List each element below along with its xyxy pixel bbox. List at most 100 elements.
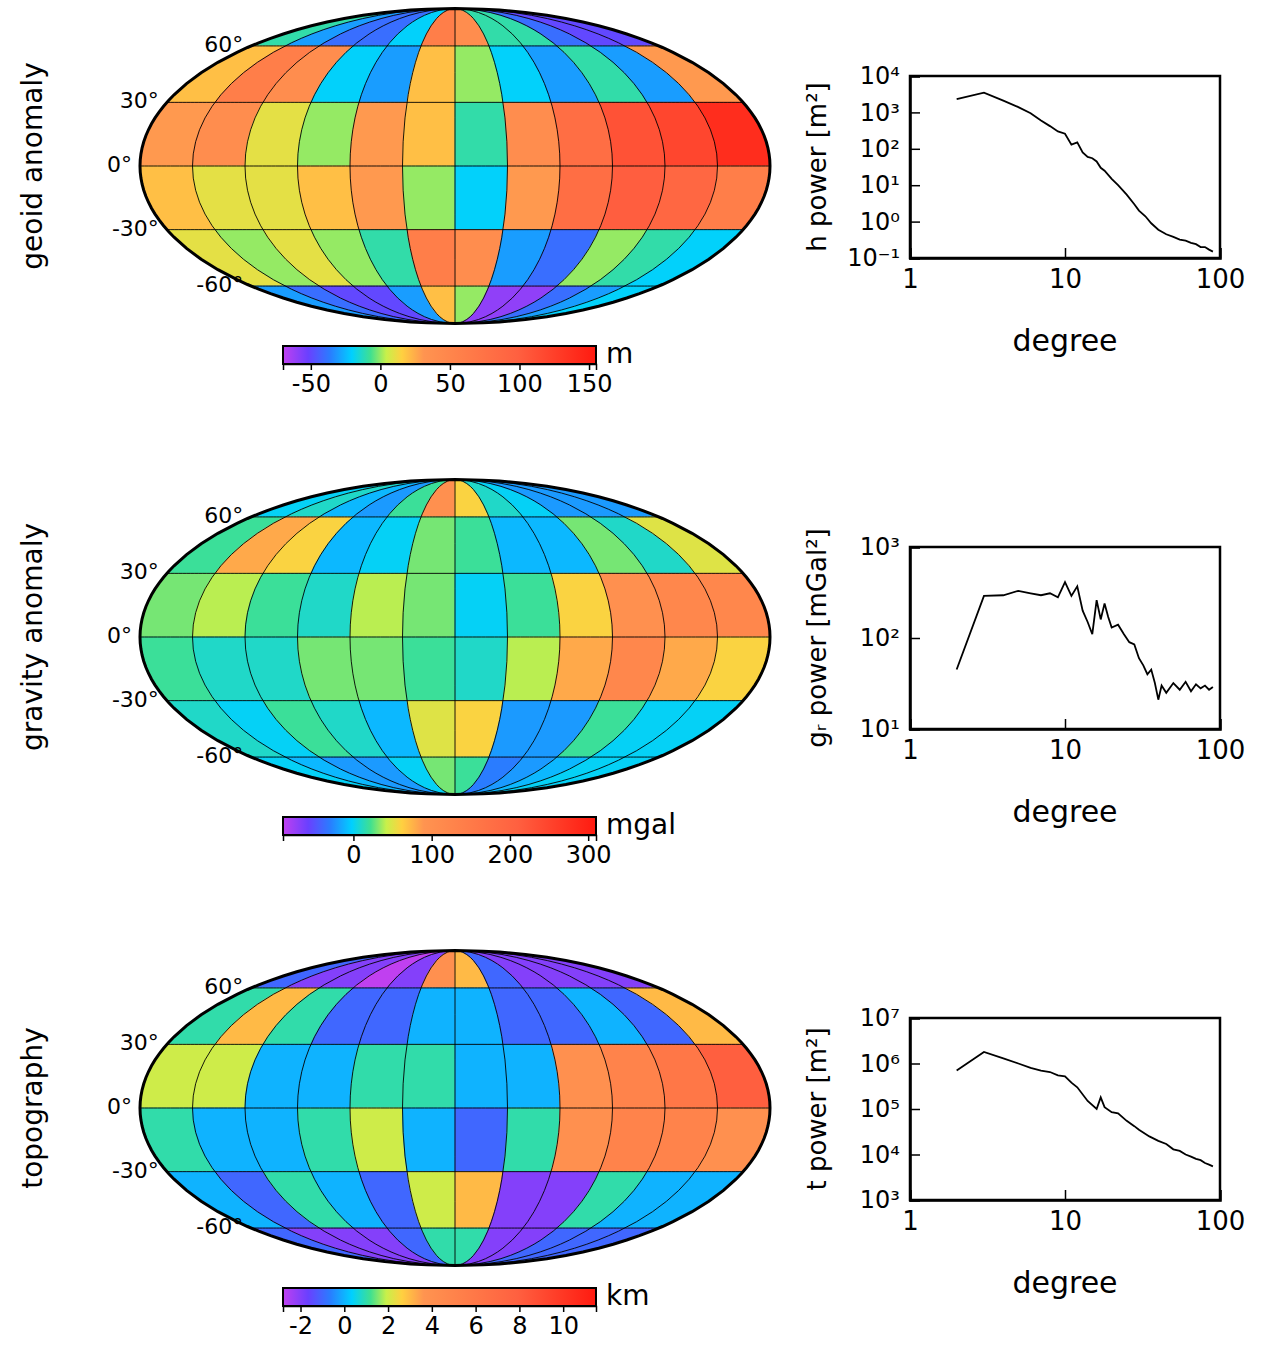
tick-mark bbox=[910, 1109, 920, 1111]
lat-label: -60° bbox=[196, 743, 243, 768]
map-cell bbox=[455, 951, 659, 988]
tick: 0 bbox=[373, 364, 388, 398]
plot-frame bbox=[910, 1018, 1220, 1200]
map-cell bbox=[251, 951, 455, 988]
tick-mark bbox=[910, 221, 920, 223]
map-cell bbox=[387, 9, 455, 46]
map-cell bbox=[625, 701, 743, 757]
map-cell bbox=[350, 573, 407, 637]
tick-label: 10⁶ bbox=[860, 1050, 900, 1078]
tick-label: 300 bbox=[566, 841, 612, 869]
tick-label: 50 bbox=[435, 370, 466, 398]
map-cells bbox=[140, 951, 770, 1266]
plot-frame bbox=[910, 76, 1220, 258]
tick-label: 1 bbox=[902, 264, 919, 294]
map-cell bbox=[421, 757, 455, 794]
tick: 8 bbox=[512, 1306, 527, 1340]
map-panel: 60°30°0°-30°-60° bbox=[107, 951, 770, 1266]
map-cell bbox=[403, 166, 456, 230]
map-cell bbox=[403, 573, 456, 637]
tick-label: -50 bbox=[292, 370, 331, 398]
tick: 300 bbox=[566, 835, 612, 869]
map-cell bbox=[350, 166, 407, 230]
map-cell bbox=[403, 637, 456, 701]
colorbar-axis: 0100200300 bbox=[284, 835, 612, 869]
axis-line bbox=[911, 77, 921, 259]
map-cell bbox=[455, 166, 508, 230]
tick: -2 bbox=[289, 1306, 313, 1340]
map-cell bbox=[251, 1228, 455, 1265]
map-cell bbox=[695, 1108, 770, 1172]
map-cell bbox=[455, 1228, 659, 1265]
map-cell bbox=[455, 9, 659, 46]
tick-mark bbox=[910, 149, 920, 151]
tick: 0 bbox=[346, 835, 361, 869]
map-cell bbox=[503, 637, 560, 701]
map-cell bbox=[625, 1172, 743, 1228]
map-cell bbox=[251, 9, 455, 46]
colorbar-unit: mgal bbox=[606, 808, 676, 841]
map-cell bbox=[387, 757, 455, 794]
lat-label: -60° bbox=[196, 272, 243, 297]
spectrum-line bbox=[957, 582, 1213, 699]
tick-mark bbox=[910, 185, 920, 187]
lat-label: 60° bbox=[204, 32, 243, 57]
y-axis-title: t power [m²] bbox=[802, 1027, 832, 1190]
map-cell bbox=[421, 9, 455, 46]
lat-label: 30° bbox=[120, 559, 159, 584]
tick-mark bbox=[910, 1063, 920, 1065]
map-cell bbox=[695, 166, 770, 230]
spectrum-panel: 11010010¹10²10³degreegᵣ power [mGal²] bbox=[802, 528, 1246, 829]
lat-label: 0° bbox=[107, 152, 132, 177]
colorbar-axis: -50050100150 bbox=[284, 364, 613, 398]
map-cell bbox=[350, 637, 407, 701]
tick: 10 bbox=[1049, 1190, 1082, 1236]
map-cell bbox=[387, 1228, 455, 1265]
map-cells bbox=[140, 480, 770, 795]
tick: 200 bbox=[488, 835, 534, 869]
map-cell bbox=[421, 286, 455, 323]
map-cell bbox=[298, 637, 359, 701]
map-cell bbox=[455, 1108, 508, 1172]
map-cell bbox=[503, 573, 560, 637]
tick-mark bbox=[1065, 1190, 1067, 1200]
map-cell bbox=[695, 1044, 770, 1108]
tick-label: 10³ bbox=[860, 533, 900, 561]
tick-label: 100 bbox=[1196, 735, 1246, 765]
map-cell bbox=[298, 1044, 359, 1108]
tick-label: 10² bbox=[860, 624, 900, 652]
tick-label: 10 bbox=[1049, 1206, 1082, 1236]
x-axis-title: degree bbox=[1012, 1265, 1117, 1300]
map-cells bbox=[140, 9, 770, 324]
tick-label: 2 bbox=[381, 1312, 396, 1340]
plot-area bbox=[957, 93, 1213, 252]
map-cell bbox=[350, 102, 407, 166]
map-cell bbox=[387, 480, 455, 517]
tick-label: 100 bbox=[1196, 1206, 1246, 1236]
map-cell bbox=[403, 1108, 456, 1172]
tick-label: 10¹ bbox=[860, 715, 900, 743]
map-cell bbox=[407, 230, 455, 286]
map-cell bbox=[407, 701, 455, 757]
spectrum-line bbox=[957, 1052, 1213, 1166]
x-axis-title: degree bbox=[1012, 794, 1117, 829]
tick-label: 200 bbox=[488, 841, 534, 869]
map-cell bbox=[251, 757, 455, 794]
map-cell bbox=[403, 102, 456, 166]
map-cell bbox=[298, 166, 359, 230]
plot-area bbox=[957, 582, 1213, 699]
tick-mark bbox=[1065, 719, 1067, 729]
lat-label: 60° bbox=[204, 974, 243, 999]
tick-label: 4 bbox=[425, 1312, 440, 1340]
tick-label: 10 bbox=[548, 1312, 579, 1340]
tick-label: 0 bbox=[346, 841, 361, 869]
map-outline bbox=[140, 480, 770, 795]
tick: 6 bbox=[468, 1306, 483, 1340]
row-title: gravity anomaly bbox=[16, 523, 49, 751]
map-cell bbox=[695, 102, 770, 166]
map-outline bbox=[140, 9, 770, 324]
tick-label: 10⁰ bbox=[860, 208, 900, 236]
row-title: topography bbox=[16, 1027, 49, 1189]
map-cell bbox=[407, 1172, 455, 1228]
lat-label: -30° bbox=[112, 1158, 159, 1183]
